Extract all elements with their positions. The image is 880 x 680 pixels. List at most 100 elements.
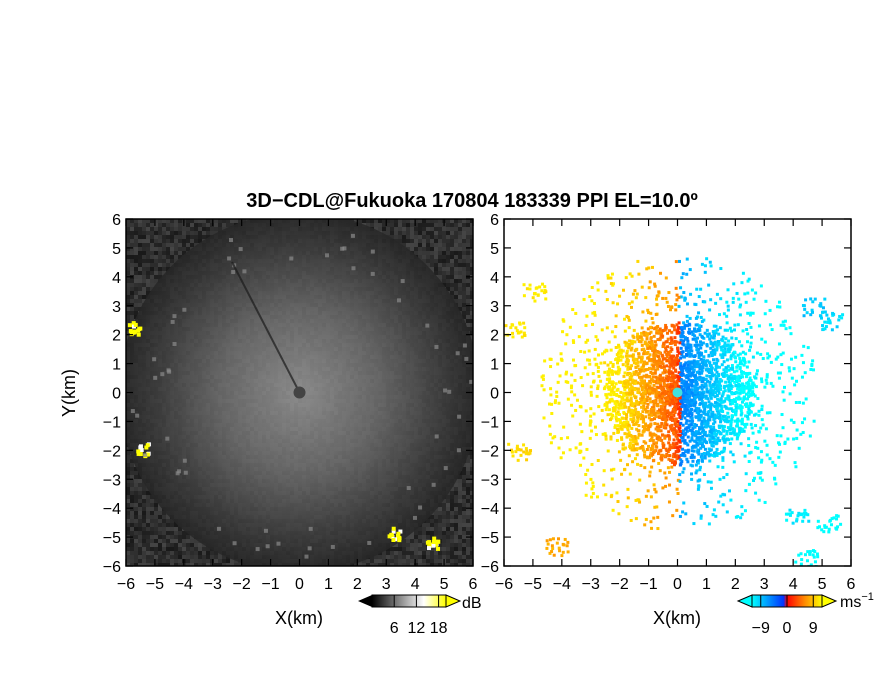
reflectivity-cell xyxy=(454,251,458,255)
reflectivity-cell xyxy=(382,227,386,231)
reflectivity-cell xyxy=(470,335,473,339)
reflectivity-cell xyxy=(430,251,434,255)
reflectivity-cell xyxy=(178,223,182,227)
reflectivity-cell xyxy=(422,235,426,239)
reflectivity-cell xyxy=(438,259,442,263)
reflectivity-cell xyxy=(466,279,470,283)
reflectivity-cell xyxy=(458,275,462,279)
reflectivity-cell xyxy=(142,283,146,287)
reflectivity-cell xyxy=(434,243,438,247)
reflectivity-cell xyxy=(450,267,454,271)
reflectivity-cell xyxy=(130,279,134,283)
reflectivity-cell xyxy=(146,283,150,287)
reflectivity-cell xyxy=(434,255,438,259)
reflectivity-cell xyxy=(146,255,150,259)
reflectivity-cell xyxy=(466,271,470,275)
reflectivity-cell xyxy=(454,287,458,291)
reflectivity-cell xyxy=(198,219,202,223)
reflectivity-cell xyxy=(134,307,138,311)
reflectivity-cell xyxy=(414,239,418,243)
reflectivity-cell xyxy=(446,219,450,223)
reflectivity-cell xyxy=(430,231,434,235)
reflectivity-cell xyxy=(438,251,442,255)
reflectivity-cell xyxy=(154,259,158,263)
reflectivity-cell xyxy=(138,275,142,279)
reflectivity-cell xyxy=(170,235,174,239)
reflectivity-cell xyxy=(190,227,194,231)
reflectivity-cell xyxy=(150,223,154,227)
reflectivity-cell xyxy=(138,223,142,227)
reflectivity-cell xyxy=(434,259,438,263)
reflectivity-cell xyxy=(154,247,158,251)
reflectivity-cell xyxy=(458,279,462,283)
reflectivity-cell xyxy=(130,259,134,263)
reflectivity-cell xyxy=(382,231,386,235)
reflectivity-cell xyxy=(462,243,466,247)
reflectivity-cell xyxy=(178,243,182,247)
reflectivity-cell xyxy=(434,227,438,231)
reflectivity-cell xyxy=(466,299,470,303)
reflectivity-cell xyxy=(230,223,234,227)
reflectivity-cell xyxy=(130,315,134,319)
reflectivity-cell xyxy=(418,255,422,259)
reflectivity-cell xyxy=(142,271,146,275)
reflectivity-cell xyxy=(130,227,134,231)
reflectivity-cell xyxy=(174,259,178,263)
reflectivity-cell xyxy=(458,299,462,303)
reflectivity-cell xyxy=(174,235,178,239)
reflectivity-cell xyxy=(426,223,430,227)
reflectivity-cell xyxy=(470,263,473,267)
reflectivity-cell xyxy=(170,247,174,251)
reflectivity-cell xyxy=(198,235,202,239)
reflectivity-cell xyxy=(434,231,438,235)
reflectivity-cell xyxy=(134,263,138,267)
reflectivity-cell xyxy=(414,247,418,251)
reflectivity-cell xyxy=(466,219,470,223)
reflectivity-cell xyxy=(454,267,458,271)
reflectivity-cell xyxy=(470,323,473,327)
reflectivity-cell xyxy=(462,311,466,315)
reflectivity-cell xyxy=(454,291,458,295)
reflectivity-cell xyxy=(462,279,466,283)
reflectivity-cell xyxy=(426,227,430,231)
reflectivity-cell xyxy=(138,259,142,263)
reflectivity-cell xyxy=(406,219,410,223)
reflectivity-cell xyxy=(130,223,134,227)
reflectivity-cell xyxy=(134,259,138,263)
reflectivity-cell xyxy=(134,303,138,307)
reflectivity-cell xyxy=(134,247,138,251)
reflectivity-cell xyxy=(462,299,466,303)
reflectivity-cell xyxy=(154,219,158,223)
reflectivity-cell xyxy=(470,311,473,315)
reflectivity-cell xyxy=(462,223,466,227)
reflectivity-cell xyxy=(190,243,194,247)
reflectivity-cell xyxy=(422,243,426,247)
reflectivity-cell xyxy=(458,255,462,259)
reflectivity-cell xyxy=(358,219,362,223)
reflectivity-cell xyxy=(126,243,130,247)
reflectivity-cell xyxy=(174,251,178,255)
reflectivity-cell xyxy=(458,291,462,295)
reflectivity-cell xyxy=(470,247,473,251)
reflectivity-cell xyxy=(386,227,390,231)
reflectivity-cell xyxy=(194,235,198,239)
reflectivity-cell xyxy=(138,295,142,299)
reflectivity-cell xyxy=(174,223,178,227)
reflectivity-cell xyxy=(146,279,150,283)
reflectivity-cell xyxy=(390,231,394,235)
reflectivity-cell xyxy=(462,235,466,239)
reflectivity-cell xyxy=(450,239,454,243)
reflectivity-cell xyxy=(458,263,462,267)
reflectivity-cell xyxy=(454,243,458,247)
reflectivity-cell xyxy=(126,267,130,271)
reflectivity-cell xyxy=(138,239,142,243)
reflectivity-cell xyxy=(386,219,390,223)
reflectivity-cell xyxy=(158,219,162,223)
reflectivity-cell xyxy=(218,227,222,231)
reflectivity-cell xyxy=(126,271,130,275)
reflectivity-cell xyxy=(470,291,473,295)
reflectivity-cell xyxy=(426,219,430,223)
reflectivity-cell xyxy=(454,239,458,243)
reflectivity-cell xyxy=(454,219,458,223)
reflectivity-cell xyxy=(166,251,170,255)
